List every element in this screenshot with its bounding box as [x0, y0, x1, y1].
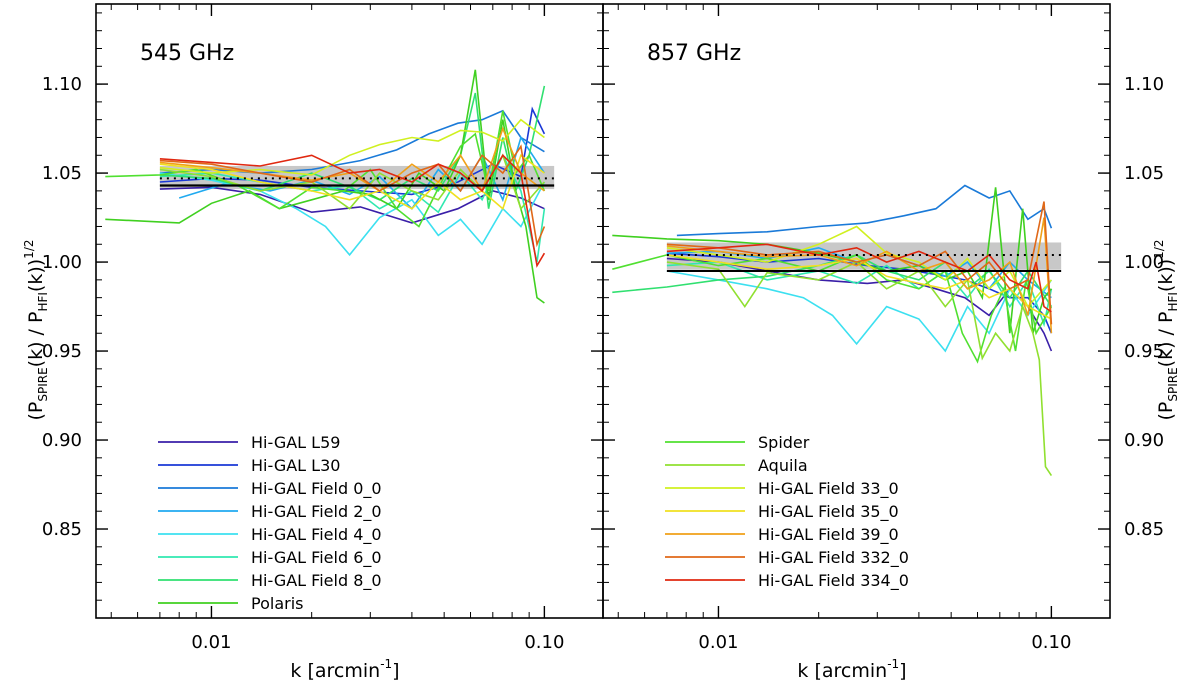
legend-label: Hi-GAL L59 [251, 433, 340, 452]
legend-label: Hi-GAL Field 35_0 [758, 502, 899, 522]
legend: Spider Aquila Hi-GAL Field 33_0 Hi-GAL Fiel… [665, 433, 909, 591]
legend-label: Polaris [251, 594, 303, 613]
y-tick-label: 0.85 [1124, 519, 1164, 540]
series-line-hi-gal-field-35-0 [159, 153, 545, 211]
legend-label: Hi-GAL Field 33_0 [758, 479, 899, 499]
y-tick-label: 0.95 [1124, 341, 1164, 362]
panel-1: 0.85 0.90 0.95 1.00 1.05 1.10 0.01 0.10 545 GHz H… [42, 3, 604, 653]
panel-title: 545 GHz [140, 41, 234, 66]
legend: Hi-GAL L59 Hi-GAL L30 Hi-GAL Field 0_0 Hi-G… [158, 433, 382, 613]
axis-labels: (PSPIRE(k) / PHFI(k))1/2 (PSPIRE(k) / PH… [22, 240, 1180, 683]
x-axis-label-right: k [arcmin-1] [797, 657, 906, 682]
legend-label: Hi-GAL Field 8_0 [251, 571, 382, 591]
legend-label: Hi-GAL Field 4_0 [251, 525, 382, 545]
legend-label: Hi-GAL Field 39_0 [758, 525, 899, 545]
y-tick-label: 0.90 [42, 430, 82, 451]
x-tick-label: 0.10 [524, 632, 564, 653]
legend-label: Spider [758, 433, 810, 452]
y-tick-label: 1.05 [42, 163, 82, 184]
panel-frame [602, 3, 1111, 619]
y-tick-label: 0.95 [42, 341, 82, 362]
chart-panels: 0.85 0.90 0.95 1.00 1.05 1.10 0.01 0.10 545 GHz H… [42, 3, 1164, 653]
y-tick-label: 1.05 [1124, 163, 1164, 184]
x-tick-label: 0.01 [191, 632, 231, 653]
series-line-hi-gal-field-33-0 [159, 118, 545, 176]
x-axis-label-left: k [arcmin-1] [290, 657, 399, 682]
y-tick-label: 0.90 [1124, 430, 1164, 451]
y-tick-label: 1.10 [1124, 74, 1164, 95]
y-axis-label-right: (PSPIRE(k) / PHFI(k))1/2 [1152, 240, 1180, 421]
legend-label: Hi-GAL Field 332_0 [758, 548, 909, 568]
panel-title: 857 GHz [647, 41, 741, 66]
series-line-hi-gal-field-332-0 [159, 144, 546, 248]
series-line-hi-gal-field-334-0 [159, 154, 546, 268]
panel-2: 0.85 0.90 0.95 1.00 1.05 1.10 0.01 0.10 857 GHz S… [602, 3, 1164, 653]
y-tick-label: 1.00 [1124, 252, 1164, 273]
y-tick-label: 1.10 [42, 74, 82, 95]
legend-label: Hi-GAL Field 2_0 [251, 502, 382, 522]
y-axis-label-left: (PSPIRE(k) / PHFI(k))1/2 [22, 240, 50, 421]
y-tick-label: 0.85 [42, 519, 82, 540]
series-line-aquila [666, 261, 1053, 477]
series-line-hi-gal-field-39-0 [666, 217, 1053, 334]
legend-label: Hi-GAL Field 6_0 [251, 548, 382, 568]
x-tick-label: 0.01 [698, 632, 738, 653]
y-tick-label: 1.00 [42, 252, 82, 273]
series-line-hi-gal-field-0-0 [676, 184, 1053, 237]
legend-label: Hi-GAL L30 [251, 456, 340, 475]
legend-label: Aquila [758, 456, 808, 475]
legend-label: Hi-GAL Field 334_0 [758, 571, 909, 591]
legend-label: Hi-GAL Field 0_0 [251, 479, 382, 499]
x-tick-label: 0.10 [1031, 632, 1071, 653]
series-line-hi-gal-field-332-0 [666, 201, 1053, 325]
